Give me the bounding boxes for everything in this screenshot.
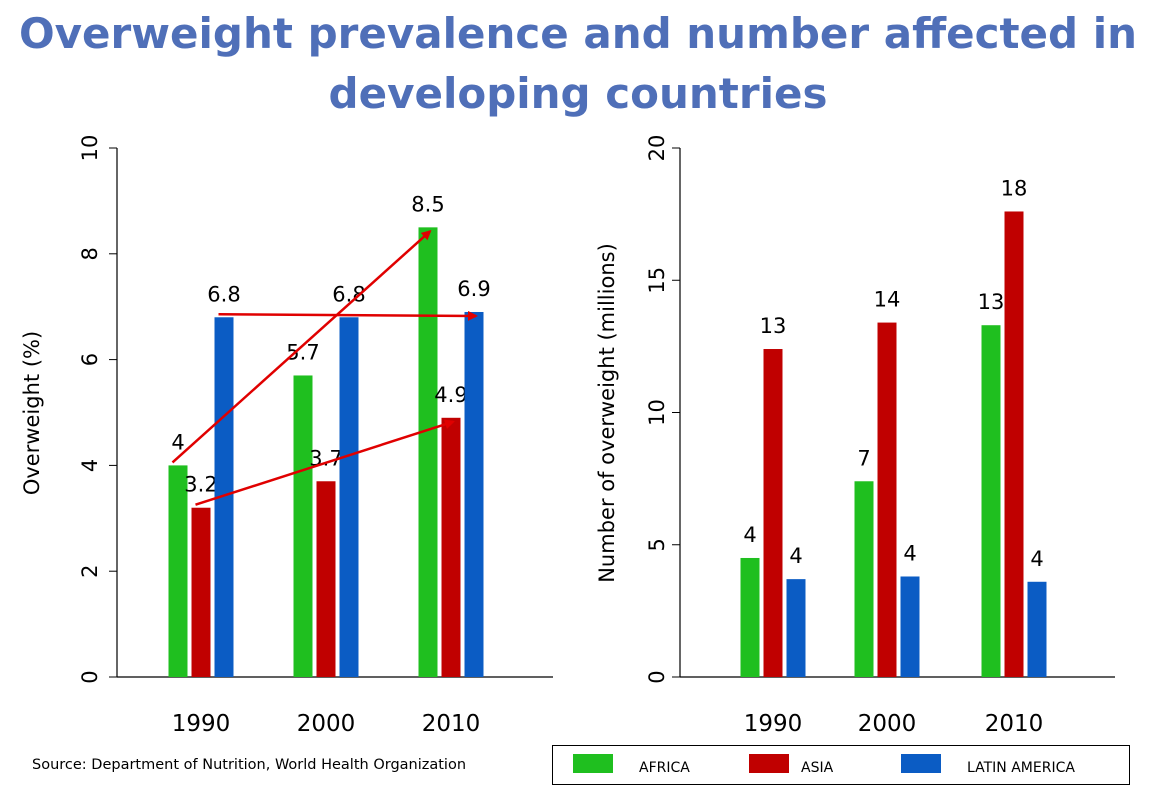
left-data-label-africa-2010: 8.5 xyxy=(411,192,444,216)
left-bar-asia-2010 xyxy=(441,417,461,677)
right-y-tick-label: 0 xyxy=(645,670,669,683)
left-bar-latin-america-2000 xyxy=(339,317,359,677)
left-bar-africa-2000 xyxy=(293,375,313,677)
left-bar-asia-1990 xyxy=(191,507,211,677)
right-bar-asia-2000 xyxy=(877,322,897,677)
right-y-tick-label: 20 xyxy=(645,135,669,162)
left-bar-latin-america-1990 xyxy=(214,317,234,677)
left-y-tick-label: 4 xyxy=(78,459,102,472)
left-bar-latin-america-2010 xyxy=(464,311,484,677)
chart-title: Overweight prevalence and number affecte… xyxy=(0,4,1156,124)
right-data-label-latin-america-2010: 4 xyxy=(1030,547,1043,571)
left-category-label-1990: 1990 xyxy=(172,711,231,737)
right-chart: 0 5 10 15 20 Number of overweight (millions) 1… xyxy=(595,135,1115,737)
source-note: Source: Department of Nutrition, World H… xyxy=(32,757,467,773)
legend-label-asia: ASIA xyxy=(801,760,834,776)
legend-swatch-africa xyxy=(573,754,613,773)
left-data-label-latin-america-2010: 6.9 xyxy=(457,277,490,301)
right-y-axis-label: Number of overweight (millions) xyxy=(595,243,619,583)
right-category-label-2010: 2010 xyxy=(985,711,1044,737)
left-category-label-2010: 2010 xyxy=(422,711,481,737)
legend-swatch-latin-america xyxy=(901,754,941,773)
right-data-label-asia-2010: 18 xyxy=(1001,176,1028,200)
left-data-label-latin-america-1990: 6.8 xyxy=(207,282,240,306)
chart-title-line-1: Overweight prevalence and number affecte… xyxy=(18,9,1138,58)
right-category-label-1990: 1990 xyxy=(744,711,803,737)
left-trend-arrow-latin-america xyxy=(218,310,478,321)
right-bar-africa-1990 xyxy=(740,557,760,677)
right-data-label-africa-1990: 4 xyxy=(743,523,756,547)
right-y-tick-label: 10 xyxy=(645,399,669,426)
right-bar-latin-america-1990 xyxy=(786,579,806,677)
left-data-label-asia-1990: 3.2 xyxy=(184,473,217,497)
right-data-label-latin-america-1990: 4 xyxy=(789,544,802,568)
right-data-label-africa-2000: 7 xyxy=(857,446,870,470)
right-bar-africa-2000 xyxy=(854,481,874,677)
right-data-label-latin-america-2000: 4 xyxy=(903,541,916,565)
left-y-tick-label: 2 xyxy=(78,565,102,578)
left-category-label-2000: 2000 xyxy=(297,711,356,737)
right-bar-latin-america-2010 xyxy=(1027,581,1047,677)
left-trend-arrow-africa xyxy=(171,230,432,464)
right-data-label-asia-1990: 13 xyxy=(760,314,787,338)
legend-label-latin-america: LATIN AMERICA xyxy=(967,760,1075,776)
legend-label-africa: AFRICA xyxy=(639,760,690,776)
right-y-tick-label: 5 xyxy=(645,538,669,551)
left-bar-africa-2010 xyxy=(418,227,438,677)
right-bar-latin-america-2000 xyxy=(900,576,920,677)
chart-title-line-2: developing countries xyxy=(328,69,828,118)
right-category-label-2000: 2000 xyxy=(858,711,917,737)
left-data-label-asia-2010: 4.9 xyxy=(434,383,467,407)
right-y-tick-label: 15 xyxy=(645,267,669,294)
left-data-label-africa-1990: 4 xyxy=(171,430,184,454)
legend: AFRICA ASIA LATIN AMERICA xyxy=(552,745,1130,785)
left-y-tick-label: 8 xyxy=(78,247,102,260)
right-bar-asia-1990 xyxy=(763,349,783,677)
left-y-tick-label: 10 xyxy=(78,135,102,162)
left-y-tick-label: 6 xyxy=(78,353,102,366)
left-trend-arrow-asia xyxy=(195,419,455,506)
right-bar-africa-2010 xyxy=(981,325,1001,677)
left-bar-asia-2000 xyxy=(316,481,336,677)
left-y-axis-label: Overweight (%) xyxy=(20,331,44,495)
left-y-tick-label: 0 xyxy=(78,670,102,683)
right-data-label-asia-2000: 14 xyxy=(874,288,901,312)
legend-swatch-asia xyxy=(749,754,789,773)
right-bar-asia-2010 xyxy=(1004,211,1024,678)
left-bar-africa-1990 xyxy=(168,465,188,677)
right-data-label-africa-2010: 13 xyxy=(978,290,1005,314)
